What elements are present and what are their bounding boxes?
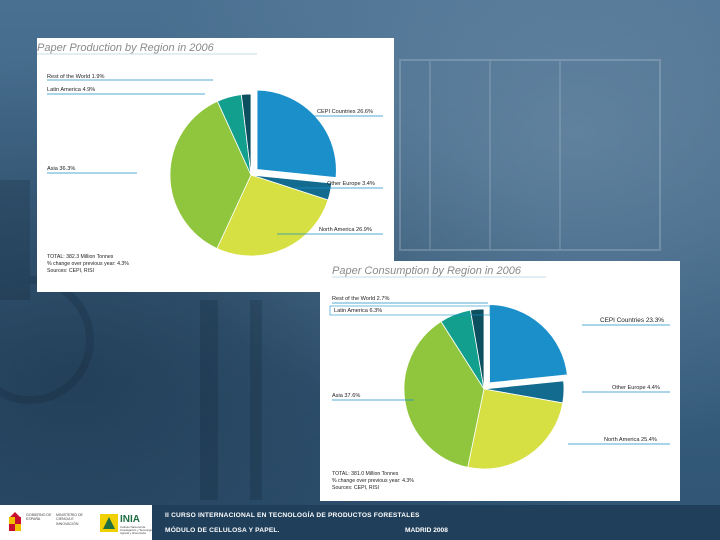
city-year: MADRID 2008 [405,527,448,534]
footer-title-area [152,505,720,540]
pie-slice-asia [169,100,252,250]
label-north-america: North America 25.4% [604,437,657,443]
production-chart-panel: Paper Production by Region in 2006 Rest … [37,38,394,292]
production-pie-chart: Paper Production by Region in 2006 Rest … [37,42,383,274]
label-rest-of-world: Rest of the World 1.9% [47,74,104,80]
pie-slices [403,302,570,470]
pie-slice-cepi [254,88,339,180]
pie-slices [169,88,339,257]
note-sources: Sources: CEPI, RISI [332,485,379,491]
note-total: TOTAL: 382.3 Million Tonnes [47,254,114,260]
note-change: % change over previous year: 4.3% [47,261,129,267]
inia-logo-text: INIA [120,514,140,525]
label-latin-america: Latin America 6.3% [334,308,382,314]
label-rest-of-world: Rest of the World 2.7% [332,296,389,302]
ministry-label: MINISTERIO DE CIENCIA E INNOVACIÓN [56,513,83,526]
chart-title: Paper Production by Region in 2006 [37,42,215,54]
label-cepi: CEPI Countries 23.3% [600,317,664,324]
label-latin-america: Latin America 4.9% [47,87,95,93]
footer-bar: GOBIERNO DE ESPAÑA MINISTERIO DE CIENCIA… [0,505,720,540]
latin-america-label-box [329,305,491,316]
course-title: II CURSO INTERNACIONAL EN TECNOLOGÍA DE … [165,512,420,519]
label-north-america: North America 26.9% [319,227,372,233]
pie-slice-north-america [467,388,564,470]
note-total: TOTAL: 381.0 Million Tonnes [332,471,399,477]
label-asia: Asia 37.6% [332,393,360,399]
pie-slice-rest-of-world [240,93,252,176]
inia-logo-icon [100,514,118,532]
chart-title: Paper Consumption by Region in 2006 [332,265,522,277]
note-change: % change over previous year: 4.3% [332,478,414,484]
inia-subtitle: Instituto Nacional de Investigación y Te… [120,525,153,536]
spain-coat-of-arms-icon [9,512,21,531]
label-other-europe: Other Europe 3.4% [327,181,375,187]
pie-slice-cepi [487,302,570,386]
pie-slice-rest-of-world [469,308,485,390]
module-title: MÓDULO DE CELULOSA Y PAPEL. [165,527,280,534]
label-asia: Asia 36.3% [47,166,75,172]
consumption-pie-chart: Paper Consumption by Region in 2006 Rest… [329,265,670,491]
label-other-europe: Other Europe 4.4% [612,385,660,391]
consumption-chart-panel: Paper Consumption by Region in 2006 Rest… [320,261,680,501]
note-sources: Sources: CEPI, RISI [47,268,94,274]
pie-slice-north-america [216,174,329,257]
label-cepi: CEPI Countries 26.6% [317,109,373,115]
government-label: GOBIERNO DE ESPAÑA [26,513,52,522]
